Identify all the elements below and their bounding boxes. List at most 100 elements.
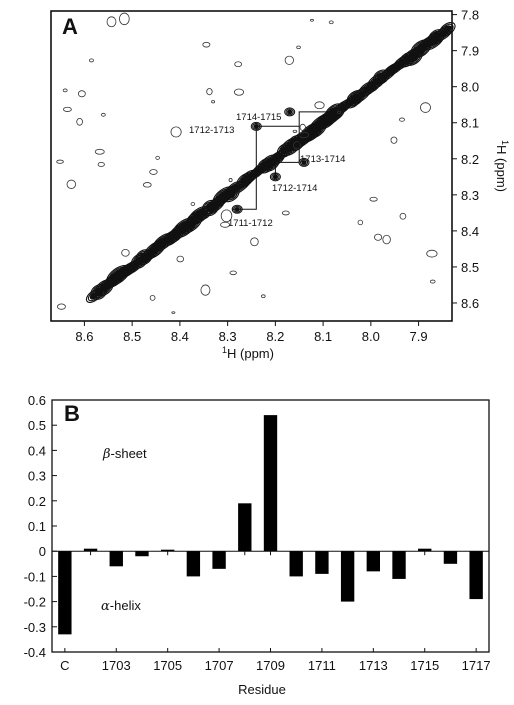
noise-contour [234,61,242,68]
diagonal-contour [441,23,454,35]
connectivity-line [232,126,257,210]
panel-a-spectrum [56,12,456,314]
bar-1705 [160,549,175,552]
peak-label: 1713-1714 [300,154,345,165]
noise-contour [220,221,231,228]
bar-1714 [392,551,406,579]
x-tick-label: 1703 [102,658,131,673]
y-tick-label: -0.4 [24,645,46,660]
peak-label: 1712-1713 [189,125,234,136]
y-tick-label: 8.2 [461,152,479,167]
noise-contour [106,16,117,28]
y-tick-label: 0.2 [28,494,46,509]
noise-contour [314,101,325,110]
x-tick-label: 1711 [308,658,336,673]
x-tick-label: 8.4 [171,329,189,344]
y-tick-label: 7.8 [461,8,479,23]
noise-contour [149,294,156,301]
cross-peak [299,158,309,166]
y-tick-label: -0.1 [24,569,46,584]
noise-contour [57,303,66,310]
panel-a-x-axis: 8.6 8.5 8.4 8.3 8.2 8.1 8.0 7.9 [75,321,428,344]
bar-1703 [109,551,123,567]
x-tick-label: 8.6 [75,329,93,344]
panel-a-y-label: 1H (ppm) [494,140,510,192]
bar-1713 [366,551,381,572]
alpha-helix-annotation: α-helix [101,598,141,614]
bar-1709 [263,415,278,552]
connectivity-line [256,111,333,163]
panel-b-x-label: Residue [238,682,286,697]
panel-a-letter: A [62,14,78,39]
noise-contour [369,196,378,202]
y-tick-label: 0 [39,544,46,559]
diagonal-contour [443,25,452,34]
panel-b-letter: B [64,401,80,426]
peak-label: 1711-1712 [228,218,273,229]
cross-peak [284,107,296,117]
bar-1708 [238,503,252,552]
bar-1706 [186,551,201,577]
noise-contour [97,161,105,167]
noise-contour [88,58,94,63]
noise-contour [220,209,233,223]
panel-a-x-label: 1H (ppm) [222,345,274,361]
noise-contour [426,249,438,258]
noise-contour [149,169,158,175]
y-tick-label: 7.9 [461,44,479,59]
noise-contour [202,41,211,48]
noise-contour [250,237,259,247]
noise-contour [229,270,237,276]
bar-C [58,551,72,635]
peak-label: 1712-1714 [272,183,317,194]
noise-contour [390,136,398,144]
x-tick-label: 8.0 [362,329,380,344]
x-tick-label: 1705 [153,658,182,673]
noise-contour [429,279,436,284]
x-tick-label: 1717 [462,658,491,673]
x-tick-label: 1709 [256,658,285,673]
x-tick-label: 8.2 [266,329,284,344]
noise-contour [77,90,86,98]
x-tick-label: 7.9 [410,329,428,344]
noise-contour [293,141,301,150]
x-tick-label: 1715 [410,658,439,673]
noise-contour [299,123,306,131]
noise-contour [119,12,130,26]
panel-b-y-axis: 0.6 0.5 0.4 0.3 0.2 0.1 0 -0.1 -0.2 -0.3 -0.4 [24,393,57,660]
bar-1707 [212,551,226,569]
noise-contour [66,179,77,189]
noise-contour [170,126,182,138]
cross-peak [301,160,307,165]
noise-contour [76,117,83,126]
y-tick-label: 0.1 [28,519,46,534]
noise-contour [62,88,68,93]
noise-contour [101,112,106,117]
noise-contour [121,248,130,257]
noise-contour [328,20,334,25]
diagonal-contour [439,21,456,37]
bar-1702 [83,548,98,552]
cross-peak [286,109,293,115]
panel-b-x-axis: C 1703 1705 1707 1709 1711 1713 1715 1717 [52,550,491,673]
bar-1716 [443,551,458,564]
noise-contour [281,210,290,216]
noise-contour [399,212,407,220]
noise-contour [142,182,152,188]
beta-sheet-annotation: β-sheet [102,446,147,462]
noise-contour [228,178,233,183]
noise-contour [211,100,215,104]
bar-1704 [135,551,149,557]
x-tick-label: 8.3 [219,329,237,344]
noise-contour [292,129,298,133]
y-tick-label: 8.4 [461,224,479,239]
noise-contour [63,106,72,112]
noise-contour [190,202,196,206]
noise-contour [155,155,160,160]
y-tick-label: 0.6 [28,393,46,408]
bar-1712 [340,551,355,602]
panel-b: 0.6 0.5 0.4 0.3 0.2 0.1 0 -0.1 -0.2 -0.3 -0.4 C 170… [24,393,491,697]
cross-peak [285,108,294,116]
